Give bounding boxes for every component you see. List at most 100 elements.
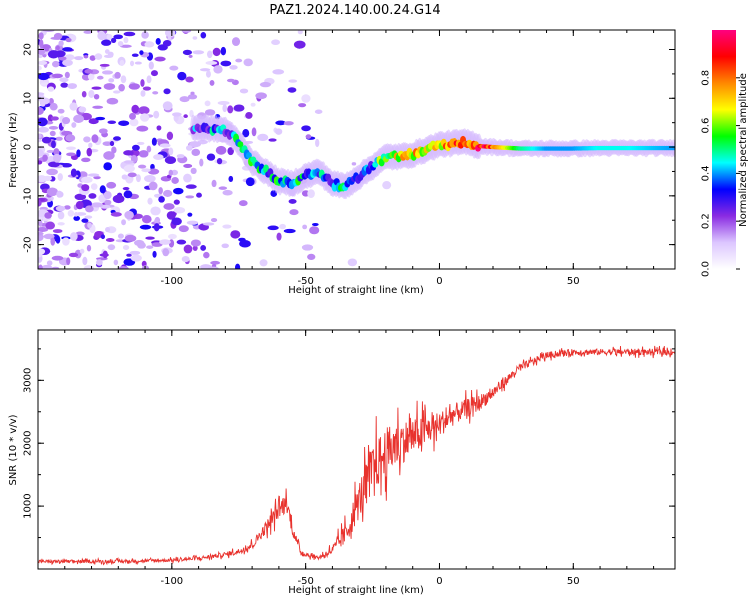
spectrogram-cell <box>47 114 54 122</box>
snr-xtick-label: -100 <box>160 576 183 587</box>
spectrogram-cell <box>315 138 320 148</box>
spectrogram-cell <box>46 168 58 176</box>
spectrogram-cell <box>103 54 114 58</box>
spectrogram-cell <box>239 88 249 94</box>
spectrogram-cell <box>187 94 198 100</box>
spectrogram-cell <box>196 192 202 198</box>
spectrogram-cell <box>181 255 190 263</box>
spectrogram-cell <box>156 125 162 131</box>
spectrogram-cell <box>162 248 170 257</box>
spectrogram-cell <box>102 250 108 259</box>
spectrogram-cell <box>283 121 294 126</box>
spectrogram-cell <box>351 162 357 166</box>
spectrogram-cell <box>271 39 281 46</box>
spectrogram-cell <box>200 245 207 251</box>
spectrogram-cell <box>74 211 79 217</box>
spectrogram-cell <box>58 56 67 61</box>
spectrogram-cell <box>66 257 71 266</box>
spectrogram-cell <box>52 229 63 234</box>
snr-ylabel: SNR (10 * v/v) <box>8 414 19 485</box>
spectrogram-cell <box>70 232 78 241</box>
spectrogram-cell <box>255 92 267 100</box>
spectrogram-cell <box>123 37 129 44</box>
spectrogram-cell <box>210 218 218 223</box>
spectrogram-cell <box>75 200 84 210</box>
spectrogram-cell <box>153 223 160 232</box>
spectrogram-cell <box>113 259 119 266</box>
spectrogram-cell <box>275 128 283 135</box>
snr-xtick-label: 0 <box>436 576 442 587</box>
spectrogram-cell <box>42 154 48 162</box>
spectrogram-cell <box>117 233 124 239</box>
spectrogram-cell <box>176 239 187 245</box>
spectrogram-cell <box>57 173 63 181</box>
spectrogram-cell <box>144 174 156 183</box>
spectrogram-cell <box>159 239 171 245</box>
spectrogram-cell <box>171 176 179 184</box>
spectrogram-xtick-label: 0 <box>436 276 442 287</box>
spectrogram-cell <box>190 91 195 95</box>
spectrogram-cell <box>52 60 60 68</box>
spectrogram-cell <box>230 230 241 239</box>
spectrogram-xtick-label: 50 <box>567 276 580 287</box>
spectrogram-cell <box>46 260 53 266</box>
spectrogram-cell <box>136 125 149 132</box>
spectrogram-cell <box>188 54 193 58</box>
spectrogram-cell <box>108 78 115 83</box>
spectrogram-cell <box>185 184 197 189</box>
spectrogram-cell <box>106 97 119 105</box>
snr-xlabel: Height of straight line (km) <box>288 585 424 596</box>
spectrogram-cell <box>173 187 184 195</box>
spectrogram-cell <box>164 156 177 165</box>
spectrogram-cell <box>83 136 91 143</box>
spectrogram-cell <box>126 253 132 257</box>
spectrogram-cell <box>210 260 221 265</box>
spectrogram-cell <box>148 61 154 70</box>
spectrogram-cell <box>192 245 198 251</box>
spectrogram-cell <box>83 54 89 59</box>
spectrogram-cell <box>88 193 97 199</box>
spectrogram-cell <box>222 224 232 229</box>
spectrogram-cell <box>38 32 44 40</box>
spectrogram-cell <box>122 186 130 191</box>
spectrogram-cell <box>137 141 145 145</box>
snr-panel: -100 -50 0 50 1000 2000 3000 Height of straigh… <box>8 329 676 596</box>
snr-series-line <box>37 345 676 566</box>
spectrogram-ytick-label: 20 <box>23 43 34 56</box>
spectrogram-cell <box>123 150 134 156</box>
spectrogram-cell <box>85 205 94 213</box>
spectrogram-cell <box>204 100 211 107</box>
spectrogram-cell <box>307 253 316 260</box>
spectrogram-cell <box>49 102 58 111</box>
spectrogram-cell <box>128 83 141 90</box>
spectrogram-cell <box>347 258 358 267</box>
spectrogram-cell <box>138 106 150 115</box>
spectrogram-cell <box>209 80 215 86</box>
spectrogram-cell <box>68 252 79 258</box>
spectrogram-cell <box>163 203 175 210</box>
spectrogram-cell <box>52 266 60 269</box>
colorbar-tick-label: 0.0 <box>701 261 712 277</box>
spectrogram-cell <box>38 231 44 236</box>
spectrogram-cell <box>111 146 117 154</box>
spectrogram-cell <box>205 61 218 65</box>
spectrogram-cell <box>53 153 62 163</box>
spectrogram-cell <box>131 53 139 57</box>
spectrogram-cell <box>124 210 134 220</box>
spectrogram-cell <box>51 255 64 261</box>
spectrogram-cell <box>250 102 256 107</box>
spectrogram-cell <box>38 60 48 65</box>
spectrogram-cell <box>185 195 195 199</box>
spectrogram-cell <box>205 70 211 78</box>
spectrogram-cell <box>229 65 238 70</box>
spectrogram-cell <box>185 145 193 151</box>
spectrogram-cell <box>99 63 110 67</box>
spectrogram-cell <box>83 30 93 34</box>
spectrogram-cell <box>245 177 255 187</box>
spectrogram-cell <box>189 141 202 148</box>
spectrogram-cell <box>141 31 149 39</box>
spectrogram-cell <box>177 71 187 81</box>
spectrogram-cell <box>81 176 93 184</box>
spectrogram-cell <box>245 111 253 119</box>
spectrogram-cell <box>73 114 85 123</box>
